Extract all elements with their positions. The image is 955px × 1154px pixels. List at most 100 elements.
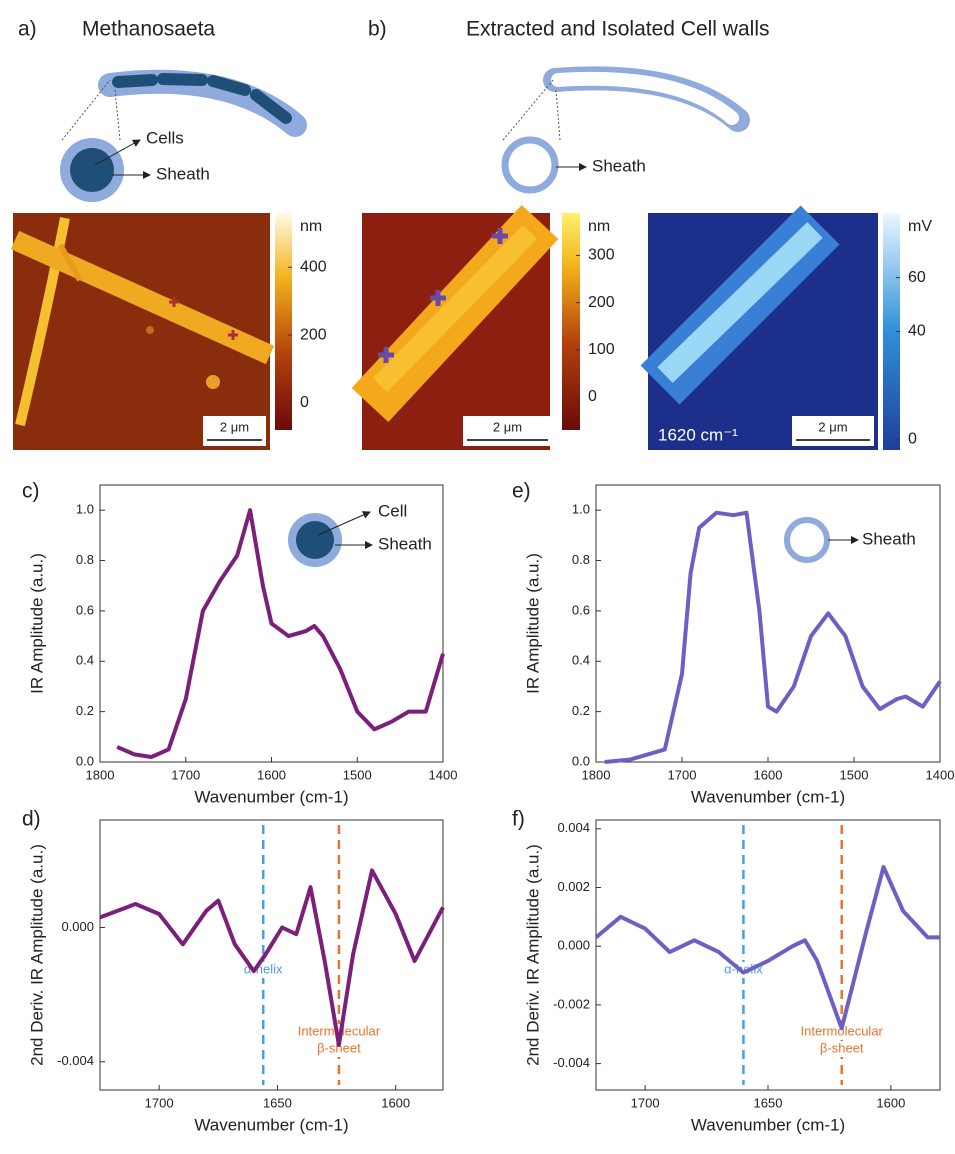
inset-label: Cell	[378, 501, 407, 520]
colorbar-tick-label: 60	[908, 269, 926, 286]
x-tick-label: 1800	[582, 767, 611, 782]
spectrum-line	[594, 865, 940, 1031]
y-tick-label: 0.000	[557, 938, 590, 953]
diagram-cell-wall	[501, 66, 750, 194]
scale-bar-label: 2 μm	[818, 419, 847, 434]
y-tick-label: 0.8	[76, 552, 94, 567]
band-label: β-sheet	[317, 1040, 361, 1055]
scale-bar-box	[203, 416, 266, 446]
y-axis-label: IR Amplitude (a.u.)	[523, 553, 542, 694]
plot-series	[116, 508, 445, 759]
y-tick-label: -0.004	[553, 1055, 590, 1070]
x-tick-label: 1400	[429, 767, 458, 782]
colorbar-unit: nm	[300, 218, 322, 235]
scale-bar-label: 2 μm	[220, 419, 249, 434]
colorbar-tick-label: 0	[588, 388, 597, 405]
ir-map	[640, 205, 878, 450]
x-tick-label: 1600	[754, 767, 783, 782]
spectrum-line	[99, 868, 445, 1047]
colorbar-unit: mV	[908, 218, 932, 235]
image-label: 1620 cm⁻¹	[658, 425, 738, 444]
panel-label: a)	[18, 18, 37, 41]
plot-series	[604, 510, 942, 764]
inset-diagram	[288, 511, 859, 567]
colorbar-tick-label: 0	[300, 394, 309, 411]
label-bg	[293, 1041, 384, 1057]
panel-label: f)	[512, 808, 525, 831]
scale-bar-box	[463, 416, 552, 446]
y-tick-label: -0.002	[553, 996, 590, 1011]
y-tick-label: 0.4	[76, 653, 94, 668]
y-tick-label: 0.004	[557, 820, 590, 835]
y-tick-label: 0.2	[572, 703, 590, 718]
y-tick-label: 0.002	[557, 879, 590, 894]
colorbar	[562, 213, 580, 430]
colorbar	[883, 213, 900, 450]
colorbar-tick-label: 100	[588, 341, 615, 358]
y-tick-label: 1.0	[76, 502, 94, 517]
y-axis-label: 2nd Deriv. IR Amplitude (a.u.)	[27, 844, 46, 1066]
colorbar-tick-label: 200	[588, 294, 615, 311]
y-tick-label: 0.0	[572, 753, 590, 768]
colorbar	[275, 213, 292, 430]
scale-bar-label: 2 μm	[493, 419, 522, 434]
x-tick-label: 1600	[381, 1095, 410, 1110]
y-tick-label: 0.000	[61, 919, 94, 934]
band-label: Intermolecular	[801, 1023, 884, 1038]
x-tick-label: 1650	[263, 1095, 292, 1110]
colorbar-tick-label: 0	[908, 430, 917, 447]
x-tick-label: 1700	[668, 767, 697, 782]
x-tick-label: 1500	[343, 767, 372, 782]
panel-title: Extracted and Isolated Cell walls	[466, 18, 770, 41]
x-tick-label: 1400	[926, 767, 955, 782]
band-label: β-sheet	[820, 1040, 864, 1055]
x-axis-label: Wavenumber (cm-1)	[691, 787, 845, 806]
y-axis-label: IR Amplitude (a.u.)	[27, 553, 46, 694]
x-axis-label: Wavenumber (cm-1)	[194, 1115, 348, 1134]
x-tick-label: 1650	[754, 1095, 783, 1110]
afm-image	[351, 204, 559, 450]
inset-label: Sheath	[862, 529, 916, 548]
y-tick-label: 0.8	[572, 552, 590, 567]
spectrum-line	[116, 508, 445, 759]
plot-frame	[99, 819, 444, 1091]
colorbar-tick-label: 200	[300, 326, 327, 343]
panel-label: d)	[22, 808, 41, 831]
diagram-label: Sheath	[592, 156, 646, 175]
panel-label: e)	[512, 480, 531, 503]
x-tick-label: 1600	[257, 767, 286, 782]
y-tick-label: 0.2	[76, 703, 94, 718]
y-tick-label: -0.004	[57, 1053, 94, 1068]
panel-label: c)	[22, 480, 40, 503]
plot-series	[99, 868, 445, 1047]
y-axis-label: 2nd Deriv. IR Amplitude (a.u.)	[523, 844, 542, 1066]
x-tick-label: 1600	[876, 1095, 905, 1110]
label-bg	[796, 1041, 887, 1057]
y-tick-label: 0.6	[76, 602, 94, 617]
panel-label: b)	[368, 18, 387, 41]
colorbar-unit: nm	[588, 218, 610, 235]
x-tick-label: 1800	[86, 767, 115, 782]
label-bg	[218, 962, 309, 978]
inset-label: Sheath	[378, 534, 432, 553]
diagram-label: Sheath	[156, 164, 210, 183]
plot-series	[594, 865, 940, 1031]
plot-frame	[595, 484, 941, 763]
diagram-filament	[60, 69, 307, 202]
y-tick-label: 0.0	[76, 753, 94, 768]
x-axis-label: Wavenumber (cm-1)	[691, 1115, 845, 1134]
colorbar-tick-label: 300	[588, 247, 615, 264]
label-bg	[796, 1024, 887, 1040]
colorbar-tick-label: 40	[908, 323, 926, 340]
plot-frame	[595, 819, 941, 1091]
x-tick-label: 1700	[145, 1095, 174, 1110]
scale-bar-box	[792, 416, 874, 446]
y-tick-label: 0.6	[572, 602, 590, 617]
label-bg	[698, 962, 789, 978]
spectrum-line	[604, 510, 942, 764]
x-axis-label: Wavenumber (cm-1)	[194, 787, 348, 806]
colorbar-tick-label: 400	[300, 258, 327, 275]
panel-title: Methanosaeta	[82, 18, 215, 41]
x-tick-label: 1700	[631, 1095, 660, 1110]
